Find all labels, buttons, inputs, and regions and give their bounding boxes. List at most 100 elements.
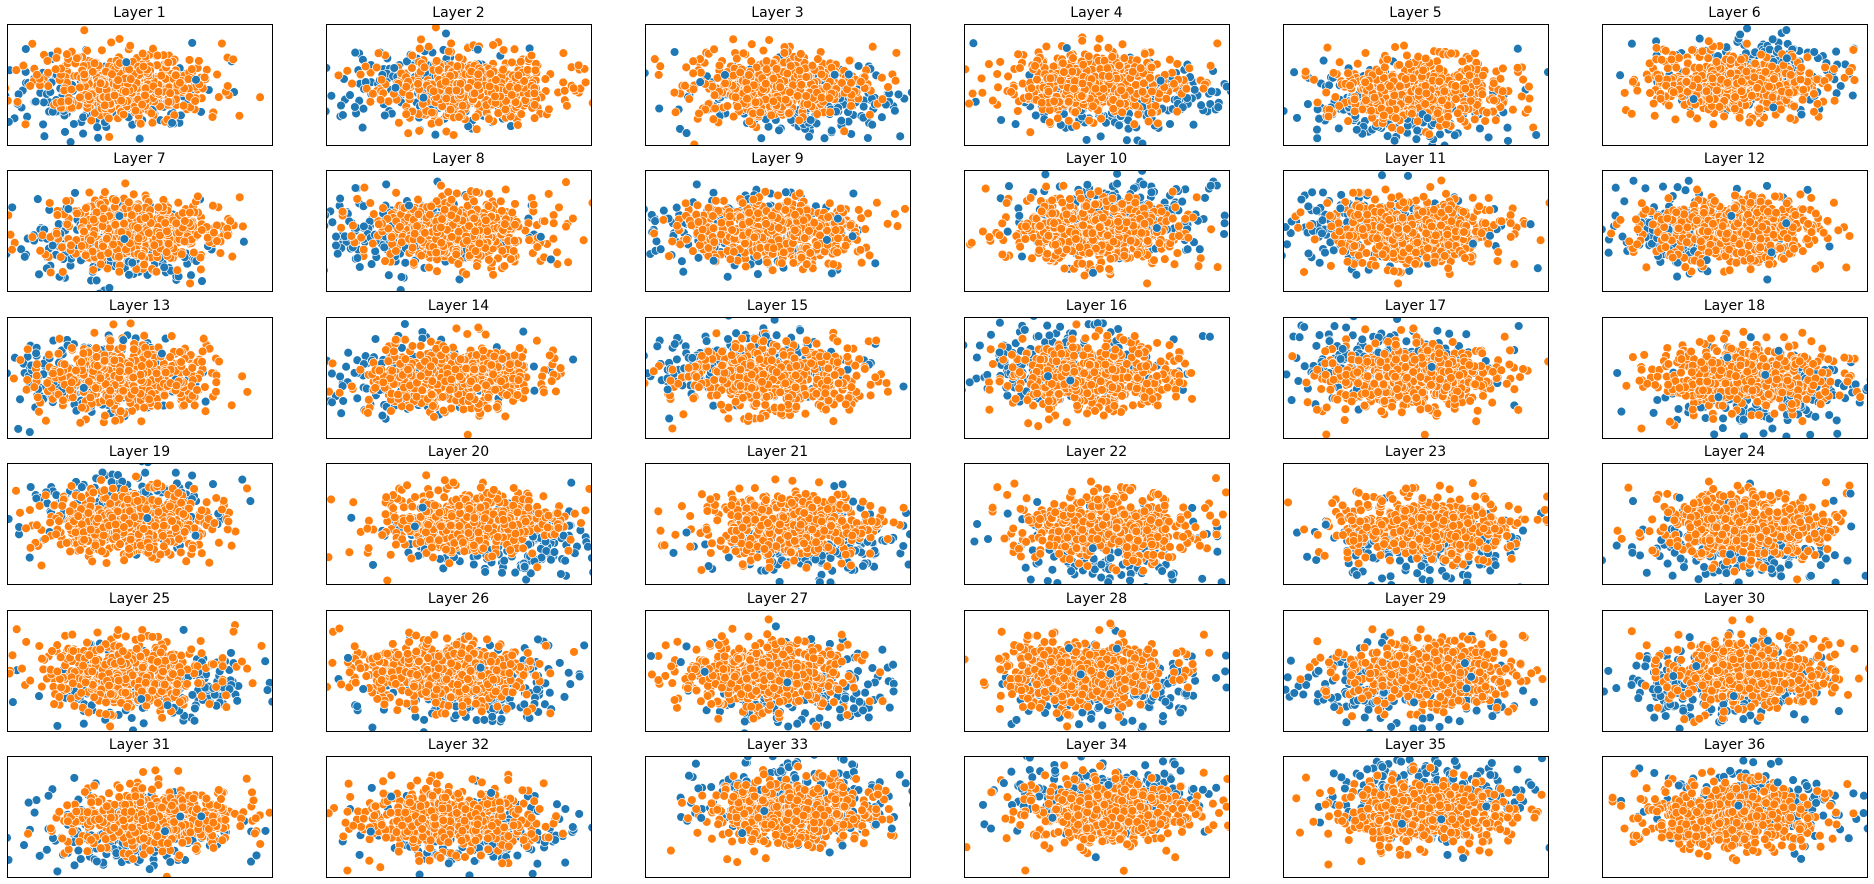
data-point-orange xyxy=(471,124,482,134)
data-point-orange xyxy=(631,117,640,126)
data-point-blue xyxy=(39,97,49,108)
data-point-blue xyxy=(877,112,887,122)
data-point-orange xyxy=(1369,92,1380,103)
data-point-orange xyxy=(431,24,441,33)
data-point-outlier xyxy=(1523,104,1533,115)
data-point-orange xyxy=(185,278,195,289)
data-point-orange xyxy=(877,72,887,83)
data-point-orange xyxy=(732,53,742,64)
data-point-blue xyxy=(1303,99,1313,109)
data-point-orange xyxy=(1094,34,1105,44)
panel-points xyxy=(7,24,265,145)
data-point-orange xyxy=(771,64,782,74)
data-point-blue xyxy=(1081,135,1092,145)
data-point-outlier xyxy=(1323,111,1334,122)
data-point-blue xyxy=(38,119,48,130)
data-point-blue xyxy=(1835,81,1846,91)
data-point-blue xyxy=(430,129,441,140)
data-point-blue xyxy=(326,106,331,117)
data-point-orange xyxy=(419,62,430,72)
data-point-orange xyxy=(708,114,719,124)
data-point-orange xyxy=(333,70,344,81)
data-point-orange xyxy=(516,109,527,119)
data-point-orange xyxy=(109,90,120,101)
data-point-orange xyxy=(785,87,795,98)
data-point-outlier xyxy=(1681,77,1692,87)
data-point-orange xyxy=(1628,76,1638,87)
data-point-blue xyxy=(1312,133,1322,143)
data-point-blue xyxy=(78,112,88,123)
data-point-orange xyxy=(1632,85,1643,96)
data-point-orange xyxy=(738,48,749,59)
data-point-blue xyxy=(336,100,346,111)
data-point-orange xyxy=(669,87,680,98)
data-point-orange xyxy=(1692,113,1702,124)
data-point-orange xyxy=(488,40,498,50)
data-point-orange xyxy=(454,112,464,122)
data-point-outlier xyxy=(1768,102,1779,113)
data-point-orange xyxy=(1387,122,1397,133)
data-point-blue xyxy=(1352,125,1362,135)
data-point-orange xyxy=(1804,68,1815,79)
data-point-orange xyxy=(1714,102,1725,112)
data-point-outlier xyxy=(1734,112,1745,123)
data-point-blue xyxy=(819,133,830,143)
data-point-blue xyxy=(853,61,864,71)
data-point-orange xyxy=(744,70,754,80)
data-point-orange xyxy=(890,75,901,86)
data-point-orange xyxy=(484,81,495,92)
data-point-blue xyxy=(91,275,102,286)
data-point-blue xyxy=(858,101,869,112)
data-point-orange xyxy=(214,92,224,102)
panel-title: Layer 7 xyxy=(113,151,165,167)
data-point-orange xyxy=(544,104,554,115)
data-point-blue xyxy=(1382,131,1393,141)
data-point-orange xyxy=(1457,56,1468,67)
data-point-orange xyxy=(1488,78,1499,89)
panel-title: Layer 5 xyxy=(1389,5,1441,21)
data-point-orange xyxy=(1597,72,1606,81)
data-point-orange xyxy=(375,95,386,105)
data-point-orange xyxy=(512,83,523,93)
data-point-orange xyxy=(1128,66,1138,77)
data-point-orange xyxy=(1077,35,1087,46)
data-point-blue xyxy=(338,110,348,120)
data-point-orange xyxy=(1789,101,1799,112)
data-point-orange xyxy=(1443,111,1453,122)
data-point-orange xyxy=(912,67,921,76)
data-point-orange xyxy=(187,64,197,74)
data-point-orange xyxy=(1829,95,1840,106)
data-point-orange xyxy=(376,74,387,85)
data-point-orange xyxy=(1849,75,1860,85)
data-point-orange xyxy=(1343,68,1353,78)
data-point-orange xyxy=(1172,106,1182,117)
data-point-outlier xyxy=(968,38,979,48)
data-point-orange xyxy=(118,109,129,120)
data-point-orange xyxy=(784,108,794,118)
data-point-outlier xyxy=(967,88,978,99)
data-point-outlier xyxy=(389,63,399,73)
data-point-orange xyxy=(1114,60,1124,71)
panel-frame xyxy=(326,24,592,146)
data-point-orange xyxy=(394,118,404,128)
data-point-orange xyxy=(1070,107,1080,117)
data-point-outlier xyxy=(1470,48,1480,59)
data-point-blue xyxy=(1502,122,1513,133)
data-point-orange xyxy=(1750,58,1760,69)
data-point-orange xyxy=(1495,73,1506,84)
data-point-orange xyxy=(1749,72,1760,83)
data-point-orange xyxy=(1708,119,1719,129)
panel-points xyxy=(7,178,249,291)
data-point-blue xyxy=(350,47,360,58)
data-point-outlier xyxy=(654,103,664,114)
data-point-blue xyxy=(867,119,877,130)
data-point-orange xyxy=(1704,94,1715,104)
scatter-panel: Layer 2 xyxy=(326,5,592,146)
data-point-orange xyxy=(1366,105,1376,116)
data-point-blue xyxy=(1256,96,1265,105)
data-point-outlier xyxy=(153,87,164,97)
data-point-orange xyxy=(371,62,382,73)
data-point-orange xyxy=(1385,81,1395,91)
data-point-orange xyxy=(995,57,1005,67)
